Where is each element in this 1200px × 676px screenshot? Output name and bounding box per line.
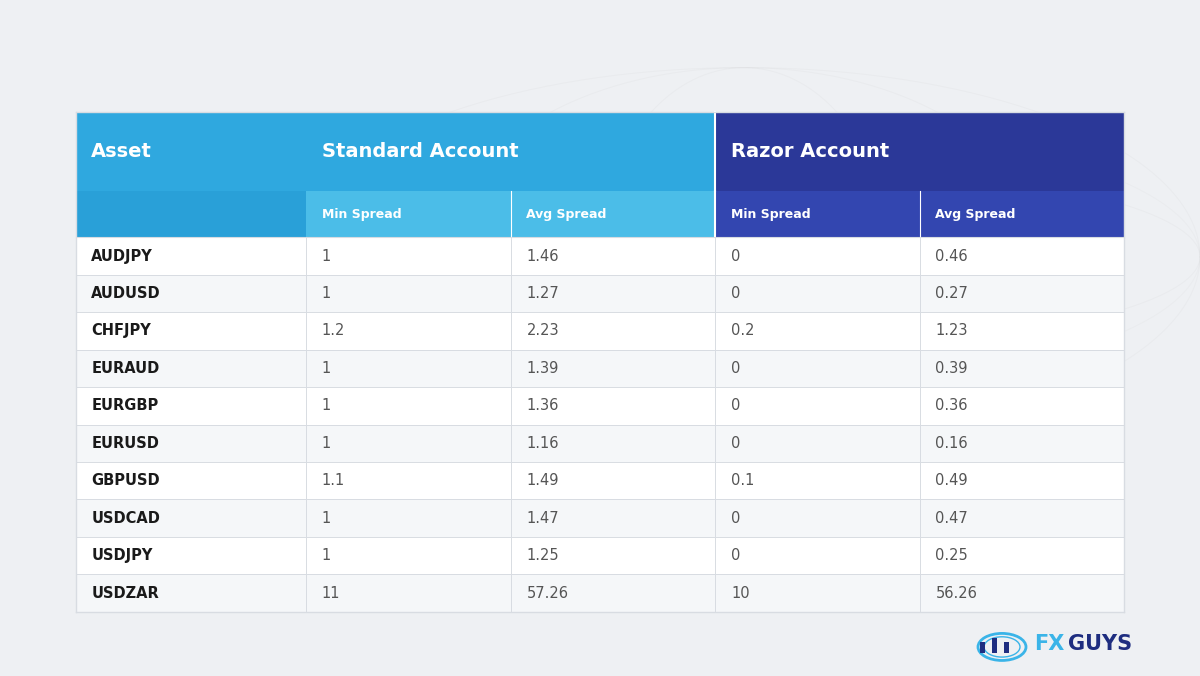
Text: 1.27: 1.27 <box>527 286 559 301</box>
Text: USDZAR: USDZAR <box>91 585 158 600</box>
FancyBboxPatch shape <box>76 349 1124 387</box>
Text: 0.27: 0.27 <box>936 286 968 301</box>
FancyBboxPatch shape <box>76 312 1124 349</box>
FancyBboxPatch shape <box>992 638 997 653</box>
Text: Min Spread: Min Spread <box>731 208 810 221</box>
Text: 0.16: 0.16 <box>936 436 968 451</box>
Text: 0: 0 <box>731 398 740 413</box>
Text: 1.1: 1.1 <box>322 473 346 488</box>
Text: 1.46: 1.46 <box>527 249 559 264</box>
Text: 1.16: 1.16 <box>527 436 559 451</box>
FancyBboxPatch shape <box>76 537 1124 575</box>
Text: Razor Account: Razor Account <box>731 142 889 161</box>
Text: 0: 0 <box>731 286 740 301</box>
Text: EURAUD: EURAUD <box>91 361 160 376</box>
Text: GBPUSD: GBPUSD <box>91 473 160 488</box>
Text: 1: 1 <box>322 548 331 563</box>
FancyBboxPatch shape <box>1004 642 1009 653</box>
Text: 1.39: 1.39 <box>527 361 559 376</box>
Text: AUDJPY: AUDJPY <box>91 249 152 264</box>
Text: 1.36: 1.36 <box>527 398 559 413</box>
Text: USDCAD: USDCAD <box>91 510 160 526</box>
FancyBboxPatch shape <box>76 274 1124 312</box>
Text: 0.1: 0.1 <box>731 473 755 488</box>
FancyBboxPatch shape <box>76 575 1124 612</box>
FancyBboxPatch shape <box>980 642 985 653</box>
FancyBboxPatch shape <box>715 191 920 237</box>
Text: FX: FX <box>1034 633 1064 654</box>
Text: 1: 1 <box>322 361 331 376</box>
Text: 0.2: 0.2 <box>731 323 755 339</box>
FancyBboxPatch shape <box>920 191 1124 237</box>
FancyBboxPatch shape <box>76 112 306 191</box>
Text: Min Spread: Min Spread <box>322 208 402 221</box>
Text: 1: 1 <box>322 436 331 451</box>
Text: 1.25: 1.25 <box>527 548 559 563</box>
Text: 1: 1 <box>322 510 331 526</box>
Text: 0.39: 0.39 <box>936 361 968 376</box>
Text: 0.49: 0.49 <box>936 473 968 488</box>
Text: USDJPY: USDJPY <box>91 548 152 563</box>
Text: Asset: Asset <box>91 142 152 161</box>
FancyBboxPatch shape <box>76 237 1124 274</box>
FancyBboxPatch shape <box>306 191 511 237</box>
Text: 0: 0 <box>731 436 740 451</box>
Text: EURUSD: EURUSD <box>91 436 160 451</box>
FancyBboxPatch shape <box>306 112 715 191</box>
Text: 1.2: 1.2 <box>322 323 346 339</box>
Text: 0: 0 <box>731 249 740 264</box>
Text: 1: 1 <box>322 398 331 413</box>
Text: EURGBP: EURGBP <box>91 398 158 413</box>
FancyBboxPatch shape <box>715 112 1124 191</box>
Text: 0.25: 0.25 <box>936 548 968 563</box>
Text: CHFJPY: CHFJPY <box>91 323 151 339</box>
Text: 0.36: 0.36 <box>936 398 968 413</box>
FancyBboxPatch shape <box>511 191 715 237</box>
Text: 1: 1 <box>322 286 331 301</box>
Text: 0: 0 <box>731 548 740 563</box>
Text: 1.23: 1.23 <box>936 323 968 339</box>
Text: 0.47: 0.47 <box>936 510 968 526</box>
Text: GUYS: GUYS <box>1068 633 1132 654</box>
Text: Avg Spread: Avg Spread <box>936 208 1016 221</box>
Text: 0: 0 <box>731 510 740 526</box>
Text: 2.23: 2.23 <box>527 323 559 339</box>
Text: 1.49: 1.49 <box>527 473 559 488</box>
Text: 1: 1 <box>322 249 331 264</box>
Text: 10: 10 <box>731 585 750 600</box>
Text: 0.46: 0.46 <box>936 249 968 264</box>
FancyBboxPatch shape <box>76 191 306 237</box>
Text: 57.26: 57.26 <box>527 585 569 600</box>
FancyBboxPatch shape <box>76 425 1124 462</box>
Text: 56.26: 56.26 <box>936 585 977 600</box>
FancyBboxPatch shape <box>76 462 1124 500</box>
Text: 0: 0 <box>731 361 740 376</box>
Text: 11: 11 <box>322 585 341 600</box>
FancyBboxPatch shape <box>76 387 1124 425</box>
Text: Standard Account: Standard Account <box>322 142 518 161</box>
FancyBboxPatch shape <box>76 500 1124 537</box>
Text: Avg Spread: Avg Spread <box>527 208 607 221</box>
Text: AUDUSD: AUDUSD <box>91 286 161 301</box>
Text: 1.47: 1.47 <box>527 510 559 526</box>
